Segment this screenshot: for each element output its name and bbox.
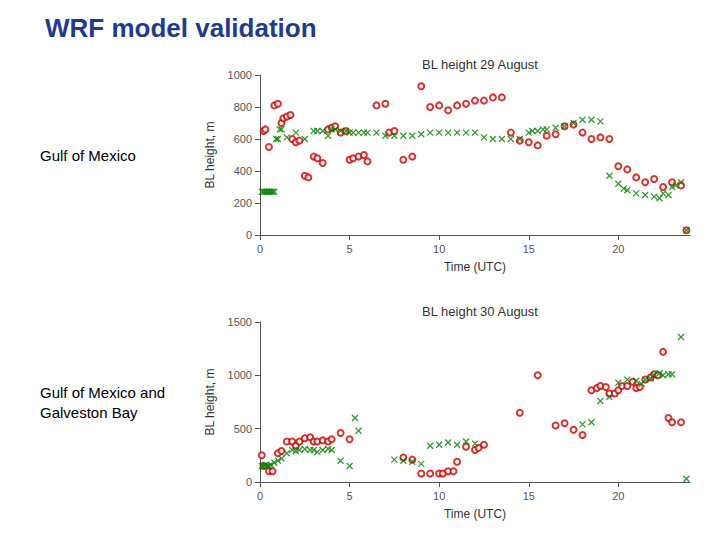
svg-text:BL height, m: BL height, m (203, 369, 217, 436)
svg-text:20: 20 (612, 490, 624, 502)
svg-text:BL height, m: BL height, m (203, 122, 217, 189)
svg-text:0: 0 (246, 229, 252, 241)
svg-text:1000: 1000 (228, 69, 252, 81)
svg-text:5: 5 (347, 243, 353, 255)
svg-text:1500: 1500 (228, 316, 252, 328)
svg-text:Time (UTC): Time (UTC) (444, 260, 506, 274)
svg-text:15: 15 (523, 243, 535, 255)
svg-text:WRF model validation: WRF model validation (45, 13, 317, 43)
svg-text:Gulf of Mexico and: Gulf of Mexico and (40, 384, 165, 401)
svg-text:500: 500 (234, 423, 252, 435)
svg-text:5: 5 (347, 490, 353, 502)
svg-text:Galveston Bay: Galveston Bay (40, 404, 138, 421)
svg-text:BL height 29 August: BL height 29 August (422, 57, 538, 72)
svg-text:0: 0 (246, 476, 252, 488)
svg-text:Gulf of Mexico: Gulf of Mexico (40, 147, 136, 164)
svg-text:0: 0 (257, 243, 263, 255)
svg-text:10: 10 (433, 490, 445, 502)
svg-text:600: 600 (234, 133, 252, 145)
svg-text:800: 800 (234, 101, 252, 113)
svg-text:0: 0 (257, 490, 263, 502)
svg-text:BL height 30 August: BL height 30 August (422, 304, 538, 319)
svg-text:15: 15 (523, 490, 535, 502)
svg-text:400: 400 (234, 165, 252, 177)
svg-text:10: 10 (433, 243, 445, 255)
svg-text:200: 200 (234, 197, 252, 209)
svg-text:1000: 1000 (228, 369, 252, 381)
svg-text:Time (UTC): Time (UTC) (444, 507, 506, 521)
svg-text:20: 20 (612, 243, 624, 255)
